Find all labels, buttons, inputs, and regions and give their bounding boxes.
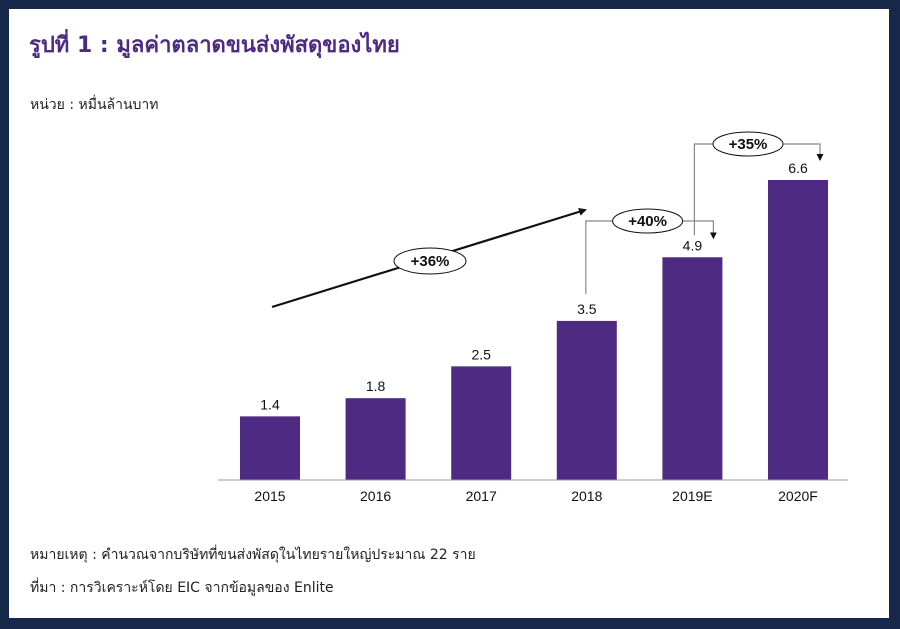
tick-label-2016: 2016: [360, 488, 391, 504]
bar-2018: [556, 320, 617, 480]
bar-2019E: [662, 257, 723, 480]
figure-frame: รูปที่ 1 : มูลค่าตลาดขนส่งพัสดุของไทย หน…: [9, 9, 889, 618]
source-note: ที่มา : การวิเคราะห์โดย EIC จากข้อมูลของ…: [30, 580, 334, 596]
growth-label-2: +40%: [628, 213, 667, 230]
value-label-2018: 3.5: [577, 301, 597, 317]
value-label-2019E: 4.9: [683, 237, 703, 253]
tick-label-2015: 2015: [254, 488, 285, 504]
value-label-2015: 1.4: [260, 396, 280, 412]
bar-2020F: [768, 180, 828, 480]
value-label-2020F: 6.6: [788, 160, 808, 176]
tick-label-2017: 2017: [466, 488, 497, 504]
growth-label-3: +35%: [729, 136, 768, 153]
value-label-2016: 1.8: [366, 378, 386, 394]
growth-bubble-1: [393, 247, 467, 275]
growth-bubble-3: [712, 131, 784, 157]
bar-2015: [240, 416, 300, 480]
tick-label-2018: 2018: [571, 488, 602, 504]
footnote: หมายเหตุ : คำนวณจากบริษัทที่ขนส่งพัสดุใน…: [30, 547, 476, 563]
tick-label-2020F: 2020F: [778, 488, 818, 504]
value-label-2017: 2.5: [471, 346, 491, 362]
unit-label: หน่วย : หมื่นล้านบาท: [30, 97, 159, 113]
figure-title: รูปที่ 1 : มูลค่าตลาดขนส่งพัสดุของไทย: [29, 33, 400, 58]
bar-2017: [451, 366, 512, 480]
growth-bubble-2: [612, 208, 684, 234]
bar-2016: [345, 398, 406, 480]
tick-label-2019E: 2019E: [672, 488, 712, 504]
growth-label-1: +36%: [411, 253, 450, 270]
